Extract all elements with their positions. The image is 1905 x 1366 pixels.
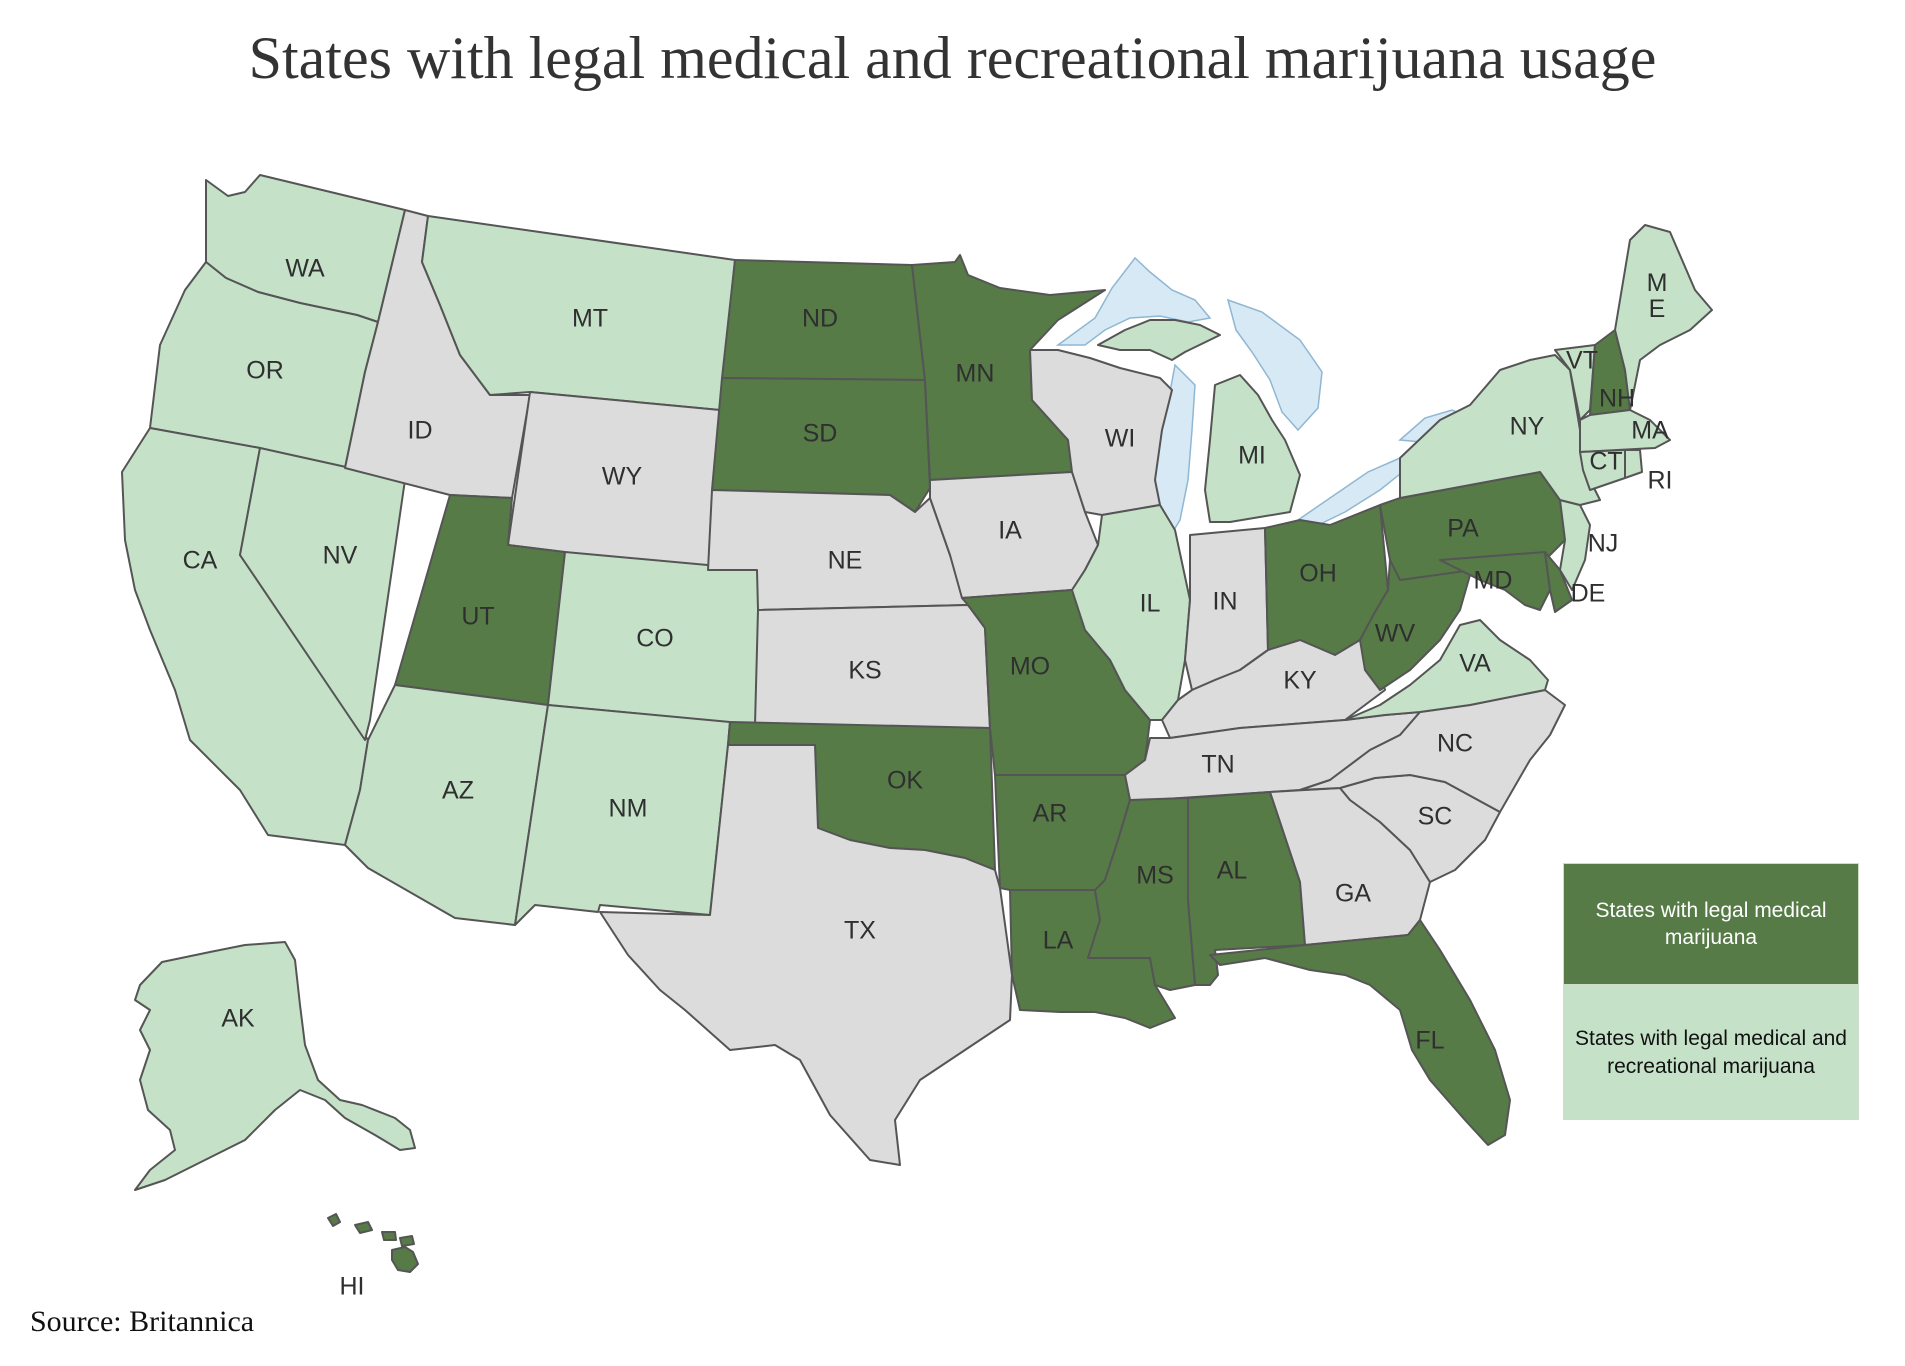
state-label-in: IN — [1213, 588, 1238, 616]
state-hi — [327, 1213, 419, 1273]
state-fl — [1209, 919, 1511, 1146]
legend-recreational: States with legal medical and recreation… — [1563, 985, 1859, 1120]
state-label-ga: GA — [1335, 880, 1371, 908]
state-label-id: ID — [408, 417, 433, 445]
state-label-nm: NM — [609, 795, 648, 823]
state-label-fl: FL — [1415, 1027, 1444, 1055]
state-ak — [134, 941, 416, 1191]
state-nj — [1559, 499, 1591, 591]
state-label-ky: KY — [1283, 667, 1317, 695]
state-label-md: MD — [1474, 567, 1513, 595]
state-label-az: AZ — [442, 777, 474, 805]
state-label-wi: WI — [1105, 425, 1136, 453]
state-label-ny: NY — [1510, 413, 1545, 441]
state-label-va: VA — [1459, 650, 1491, 678]
lake-huron — [1226, 298, 1323, 432]
state-label-hi: HI — [340, 1273, 365, 1301]
state-label-il: IL — [1140, 590, 1161, 618]
map-title: States with legal medical and recreation… — [248, 25, 1657, 91]
state-label-ri: RI — [1648, 467, 1673, 495]
state-label-nj: NJ — [1588, 530, 1619, 558]
state-label-la: LA — [1043, 927, 1074, 955]
state-label-ne: NE — [828, 547, 863, 575]
state-label-ok: OK — [887, 767, 923, 795]
state-label-mt: MT — [572, 305, 608, 333]
state-label-tx: TX — [844, 917, 876, 945]
state-label-tn: TN — [1201, 751, 1234, 779]
legend-medical-label: States with legal medical marijuana — [1595, 898, 1827, 949]
state-label-nd: ND — [802, 305, 838, 333]
state-label-mi: MI — [1238, 442, 1266, 470]
state-label-oh: OH — [1299, 560, 1337, 588]
state-label-ct: CT — [1589, 448, 1622, 476]
state-label-nc: NC — [1437, 730, 1473, 758]
state-az — [344, 684, 549, 926]
state-label-pa: PA — [1447, 515, 1479, 543]
state-label-sc: SC — [1418, 803, 1453, 831]
state-label-vt: VT — [1566, 347, 1598, 375]
state-vt — [1554, 344, 1596, 421]
state-label-wy: WY — [602, 463, 643, 491]
state-nc — [1299, 689, 1566, 813]
state-va — [1344, 619, 1549, 721]
state-label-ut: UT — [461, 603, 494, 631]
state-label-co: CO — [636, 625, 674, 653]
state-label-mn: MN — [956, 360, 995, 388]
source-note: Source: Britannica — [30, 1305, 255, 1338]
state-me — [1614, 224, 1713, 411]
state-label-al: AL — [1217, 857, 1248, 885]
state-il — [1071, 504, 1191, 721]
state-label-wa: WA — [285, 255, 325, 283]
state-label-de: DE — [1571, 580, 1606, 608]
legend-recreational-label: States with legal medical and recreation… — [1575, 1027, 1847, 1078]
state-de — [1544, 551, 1573, 613]
state-ct — [1579, 449, 1626, 491]
state-label-ca: CA — [183, 547, 218, 575]
state-labels: WA OR CA NV ID MT WY UT AZ CO NM ND SD NE KS OK TX MN IA MO… — [183, 255, 1673, 1301]
state-label-nv: NV — [323, 542, 358, 570]
state-label-ms: MS — [1136, 862, 1174, 890]
state-label-nh: NH — [1599, 385, 1635, 413]
state-label-ar: AR — [1033, 800, 1068, 828]
state-mi — [1097, 319, 1301, 523]
state-label-ks: KS — [848, 657, 881, 685]
legend-medical: States with legal medical marijuana — [1563, 863, 1859, 985]
lake-superior — [1055, 256, 1212, 346]
state-label-ia: IA — [998, 517, 1022, 545]
state-tx — [599, 744, 1013, 1166]
state-label-mo: MO — [1010, 653, 1050, 681]
state-label-wv: WV — [1375, 620, 1416, 648]
state-ri — [1624, 449, 1643, 479]
state-label-ma: MA — [1631, 417, 1669, 445]
state-label-ak: AK — [221, 1005, 255, 1033]
state-label-sd: SD — [803, 420, 838, 448]
state-label-or: OR — [246, 357, 284, 385]
